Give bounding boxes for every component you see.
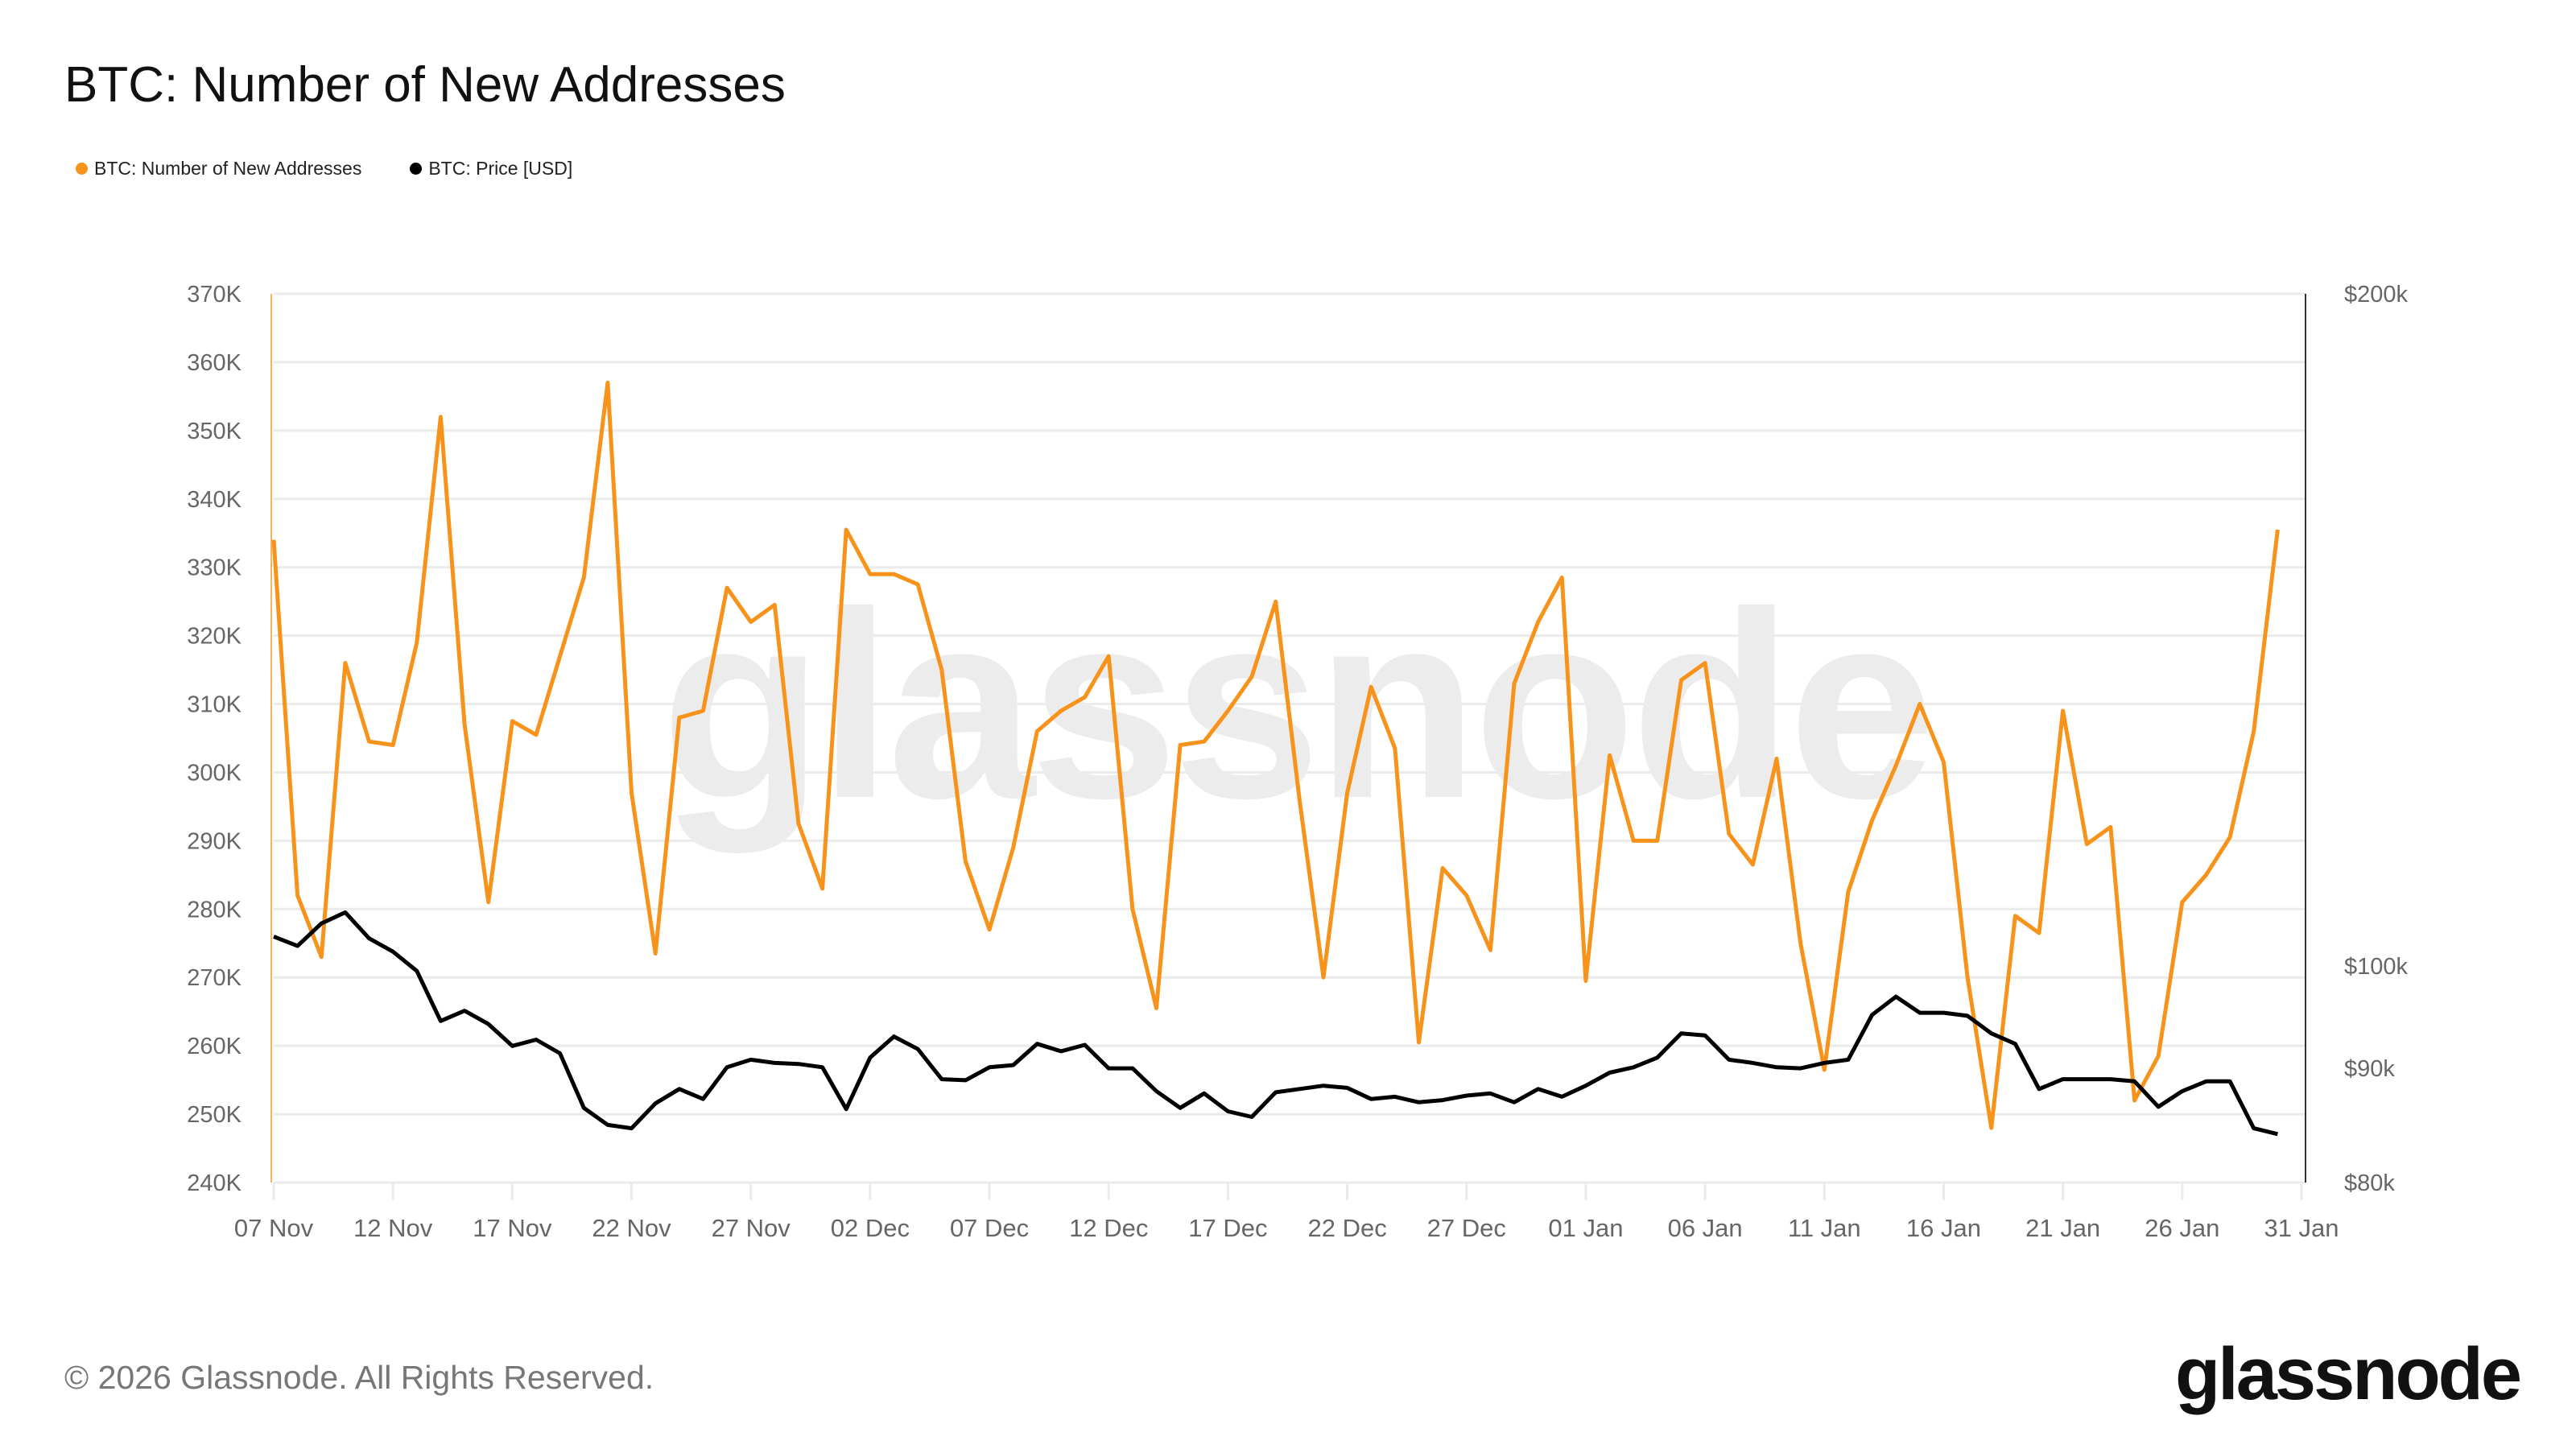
y-left-tick-label: 330K [187, 555, 242, 581]
x-tick-label: 31 Jan [2264, 1214, 2339, 1242]
x-tick-label: 07 Nov [234, 1214, 314, 1242]
x-tick-label: 16 Jan [1906, 1214, 1981, 1242]
y-left-tick-label: 240K [187, 1170, 242, 1196]
x-tick-label: 12 Dec [1069, 1214, 1148, 1242]
legend-label: BTC: Number of New Addresses [94, 158, 362, 179]
legend-dot-orange [76, 163, 88, 175]
y-left-tick-label: 270K [187, 965, 242, 991]
x-tick-label: 22 Dec [1307, 1214, 1386, 1242]
glassnode-logo: glassnode [2174, 1333, 2522, 1415]
price-line [273, 910, 2278, 1137]
x-tick-label: 21 Jan [2025, 1214, 2100, 1242]
y-right-tick-label: $80k [2344, 1170, 2395, 1196]
x-tick-label: 26 Jan [2145, 1214, 2219, 1242]
copyright: © 2026 Glassnode. All Rights Reserved. [64, 1359, 654, 1396]
legend-dot-black [410, 163, 423, 175]
legend-label: BTC: Price [USD] [428, 158, 573, 179]
y-left-tick-label: 350K [187, 419, 242, 444]
y-left-tick-label: 250K [187, 1102, 242, 1128]
legend: BTC: Number of New Addresses BTC: Price … [76, 158, 572, 180]
x-tick-label: 07 Dec [950, 1214, 1029, 1242]
chart-title: BTC: Number of New Addresses [64, 57, 786, 113]
y-right-tick-label: $90k [2344, 1056, 2395, 1082]
y-left-tick-label: 340K [187, 487, 242, 513]
y-right-tick-label: $200k [2344, 282, 2409, 308]
x-tick-label: 27 Dec [1427, 1214, 1506, 1242]
y-left-tick-label: 260K [187, 1034, 242, 1059]
y-left-tick-label: 290K [187, 828, 242, 854]
x-tick-label: 27 Nov [712, 1214, 791, 1242]
y-right-tick-label: $100k [2344, 954, 2409, 980]
x-tick-label: 17 Nov [473, 1214, 552, 1242]
y-left-tick-label: 370K [187, 282, 242, 308]
y-left-tick-label: 320K [187, 624, 242, 650]
new-addresses-line [271, 380, 2280, 1130]
y-left-tick-label: 300K [187, 760, 242, 786]
x-tick-label: 02 Dec [831, 1214, 910, 1242]
legend-item-new-addresses[interactable]: BTC: Number of New Addresses [76, 158, 361, 180]
y-left-tick-label: 280K [187, 897, 242, 923]
x-tick-label: 22 Nov [592, 1214, 671, 1242]
y-left-tick-label: 360K [187, 350, 242, 376]
x-tick-label: 11 Jan [1788, 1214, 1861, 1242]
legend-item-price[interactable]: BTC: Price [USD] [410, 158, 572, 180]
watermark: glassnode [661, 556, 1931, 855]
x-tick-label: 12 Nov [353, 1214, 433, 1242]
x-tick-label: 17 Dec [1188, 1214, 1267, 1242]
y-left-tick-label: 310K [187, 692, 242, 718]
x-tick-label: 01 Jan [1548, 1214, 1623, 1242]
x-tick-label: 06 Jan [1668, 1214, 1743, 1242]
